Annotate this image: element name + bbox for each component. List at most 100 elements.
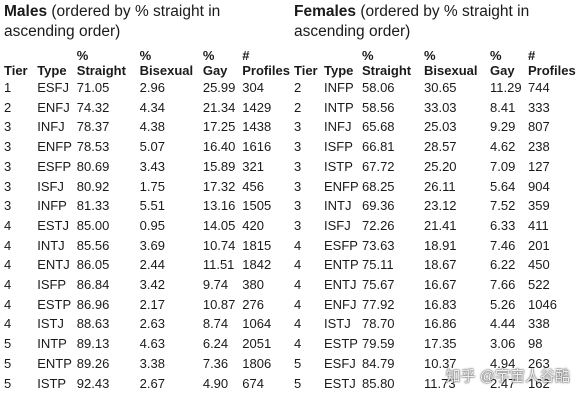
females-table-body: 2 INFP 58.06 30.65 11.29 744 2 INTP 58.56 33.03 8.… [294, 78, 576, 393]
tier-cell: 3 [4, 178, 12, 194]
type-cell: ENFJ [37, 99, 70, 115]
straight-cell: 85.56 [76, 237, 110, 253]
tier-cell: 4 [4, 277, 12, 293]
gay-cell: 3.06 [490, 336, 516, 352]
type-cell: INFP [37, 198, 67, 214]
tier-cell: 2 [294, 80, 302, 95]
bisexual-cell: 2.96 [139, 80, 165, 95]
col-gay-header: % Gay [490, 48, 515, 78]
bisexual-cell: 5.51 [139, 198, 165, 214]
bisexual-cell: 2.63 [139, 316, 165, 332]
gay-cell: 5.26 [490, 296, 516, 312]
profiles-cell: 674 [242, 375, 264, 391]
profiles-cell: 420 [242, 217, 264, 233]
males-panel: Males (ordered by % straight in ascendin… [4, 0, 290, 393]
bisexual-cell: 3.69 [139, 237, 165, 253]
type-cell: ESFJ [324, 355, 356, 371]
profiles-cell: 359 [528, 198, 550, 214]
gay-cell: 10.87 [202, 296, 236, 312]
type-cell: INTJ [37, 237, 65, 253]
straight-cell: 75.11 [362, 257, 394, 273]
bisexual-cell: 2.67 [139, 375, 165, 391]
straight-cell: 81.33 [76, 198, 110, 214]
table-row: 4 ISFP 86.84 3.42 9.74 380 [4, 275, 290, 295]
gay-cell: 11.51 [202, 257, 235, 273]
type-cell: ESFP [37, 158, 72, 174]
males-table-body: 1 ESFJ 71.05 2.96 25.99 304 2 ENFJ 74.32 4.34 21.3… [4, 78, 290, 393]
col-bisexual-header: % Bisexual [139, 48, 194, 78]
bisexual-cell: 0.95 [139, 217, 165, 233]
gay-cell: 4.62 [490, 139, 516, 155]
tier-cell: 4 [294, 257, 302, 273]
profiles-cell: 127 [528, 158, 550, 174]
straight-cell: 78.37 [76, 119, 110, 135]
tier-cell: 5 [294, 375, 302, 391]
profiles-cell: 744 [528, 80, 550, 95]
table-row: 3 INFJ 65.68 25.03 9.29 807 [294, 117, 576, 137]
tier-cell: 3 [4, 119, 12, 135]
bisexual-cell: 30.65 [424, 80, 457, 95]
type-cell: ISFP [37, 277, 67, 293]
gay-cell: 25.99 [202, 80, 236, 95]
type-cell: ENFP [37, 139, 72, 155]
profiles-cell: 333 [528, 99, 550, 115]
straight-cell: 66.81 [362, 139, 395, 155]
straight-cell: 58.06 [362, 80, 395, 95]
tier-cell: 4 [4, 257, 12, 273]
tier-cell: 4 [294, 277, 302, 293]
tier-cell: 4 [294, 296, 302, 312]
gay-cell: 21.34 [202, 99, 236, 115]
bisexual-cell: 18.67 [424, 257, 457, 273]
type-cell: ESTP [324, 336, 358, 352]
table-row: 4 ENTJ 75.67 16.67 7.66 522 [294, 275, 576, 295]
col-type-header: Type [324, 63, 354, 78]
tier-cell: 2 [4, 99, 12, 115]
profiles-cell: 162 [528, 375, 550, 391]
straight-cell: 79.59 [362, 336, 395, 352]
gay-cell: 13.16 [202, 198, 236, 214]
bisexual-cell: 5.07 [139, 139, 165, 155]
table-row: 3 INTJ 69.36 23.12 7.52 359 [294, 196, 576, 216]
tier-cell: 3 [4, 139, 12, 155]
tier-cell: 4 [4, 237, 12, 253]
tier-cell: 3 [4, 198, 12, 214]
gay-cell: 15.89 [202, 158, 236, 174]
straight-cell: 69.36 [362, 198, 395, 214]
straight-cell: 86.05 [76, 257, 110, 273]
tier-cell: 3 [294, 158, 302, 174]
bisexual-cell: 11.73 [424, 375, 456, 391]
bisexual-cell: 10.37 [424, 355, 457, 371]
table-row: 3 ISFJ 72.26 21.41 6.33 411 [294, 216, 576, 236]
straight-cell: 92.43 [76, 375, 110, 391]
type-cell: ENFJ [324, 296, 357, 312]
straight-cell: 89.13 [76, 336, 110, 352]
straight-cell: 74.32 [76, 99, 110, 115]
profiles-cell: 380 [242, 277, 264, 293]
col-gay-header: % Gay [202, 48, 228, 78]
females-header-row: Tier Type % Straight % Bisexual % Gay # … [294, 42, 576, 78]
table-row: 3 ISFJ 80.92 1.75 17.32 456 [4, 177, 290, 197]
type-cell: ESTJ [37, 217, 69, 233]
profiles-cell: 411 [528, 217, 549, 233]
gay-cell: 14.05 [202, 217, 236, 233]
tier-cell: 3 [294, 198, 302, 214]
col-profiles-header: # Profiles [528, 48, 576, 78]
table-row: 2 INFP 58.06 30.65 11.29 744 [294, 78, 576, 98]
gay-cell: 7.66 [490, 277, 516, 293]
gay-cell: 6.24 [202, 336, 229, 352]
table-row: 3 ISFP 66.81 28.57 4.62 238 [294, 137, 576, 157]
bisexual-cell: 16.86 [424, 316, 457, 332]
table-row: 2 INTP 58.56 33.03 8.41 333 [294, 98, 576, 118]
table-row: 5 ISTP 92.43 2.67 4.90 674 [4, 374, 290, 394]
tier-cell: 3 [294, 139, 302, 155]
type-cell: ISFP [324, 139, 353, 155]
tier-cell: 3 [294, 119, 302, 135]
col-profiles-header: # Profiles [242, 48, 290, 78]
straight-cell: 85.00 [76, 217, 110, 233]
profiles-cell: 263 [528, 355, 550, 371]
table-row: 4 ISTJ 88.63 2.63 8.74 1064 [4, 314, 290, 334]
gay-cell: 2.47 [490, 375, 516, 391]
profiles-cell: 1505 [242, 198, 272, 214]
males-heading: Males (ordered by % straight in ascendin… [4, 2, 290, 42]
table-row: 1 ESFJ 71.05 2.96 25.99 304 [4, 78, 290, 98]
